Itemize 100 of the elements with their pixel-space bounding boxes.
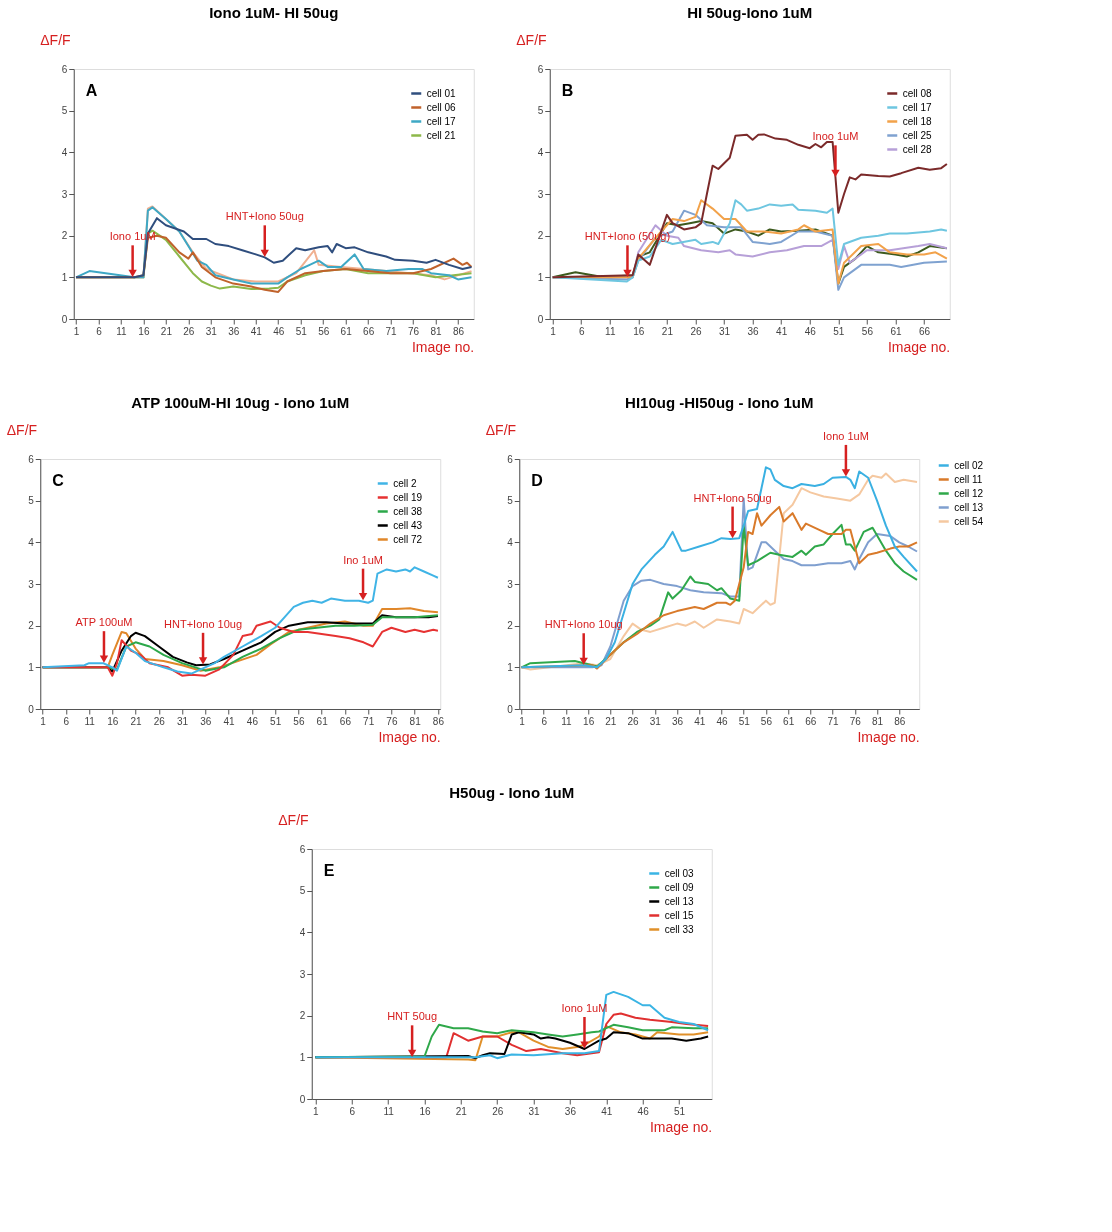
chart-title: HI 50ug-Iono 1uM [687,4,813,21]
chart-title: HI10ug -HI50ug - Iono 1uM [625,394,814,411]
x-tick-label: 26 [627,715,640,727]
legend-label: cell 11 [954,473,983,485]
y-tick-label: 0 [61,313,68,325]
x-tick-label: 71 [827,715,840,727]
y-axis-title: ΔF/F [485,421,517,438]
annotation: A [85,82,98,99]
x-tick-label: 41 [776,325,788,337]
x-tick-label: 21 [130,715,143,727]
x-tick-label: 81 [430,325,443,337]
x-tick-label: 76 [386,715,398,727]
x-tick-label: 61 [316,715,329,727]
x-axis-title: Image no. [857,728,920,745]
x-tick-label: 76 [849,715,862,727]
legend-label: cell 33 [664,923,695,935]
legend-label: cell 54 [954,515,984,527]
legend-label: cell 18 [902,115,933,127]
x-tick-label: 1 [519,715,526,727]
x-tick-label: 36 [671,715,684,727]
legend-label: cell 13 [954,501,984,513]
x-tick-label: 31 [177,715,189,727]
y-tick-label: 3 [61,188,68,200]
x-tick-label: 46 [273,325,285,337]
x-tick-label: 56 [760,715,773,727]
x-tick-label: 46 [637,1105,650,1117]
y-tick-label: 2 [507,620,514,632]
x-tick-label: 26 [183,325,195,337]
x-tick-label: 21 [455,1105,468,1117]
annotation: Iono 1uM [822,429,869,442]
y-tick-label: 4 [299,926,306,938]
y-tick-label: 0 [507,703,514,715]
y-axis-title: ΔF/F [278,811,309,828]
x-tick-label: 16 [138,325,150,337]
annotation: Inoo 1uM [812,130,859,143]
x-tick-label: 31 [205,325,218,337]
x-tick-label: 66 [918,325,931,337]
x-tick-label: 56 [318,325,330,337]
x-axis-title: Image no. [887,338,951,355]
legend-label: cell 17 [902,101,933,113]
chart-title: Iono 1uM- HI 50ug [209,4,339,21]
x-tick-label: 41 [601,1105,613,1117]
y-tick-label: 6 [28,453,35,465]
chart-title: H50ug - Iono 1uM [449,784,575,801]
x-tick-label: 21 [661,325,674,337]
x-tick-label: 56 [293,715,305,727]
y-tick-label: 0 [299,1093,306,1105]
x-tick-label: 41 [223,715,236,727]
annotation: E [323,862,335,879]
legend-label: cell 01 [426,87,457,99]
y-tick-label: 6 [537,63,544,75]
legend-label: cell 21 [426,129,457,141]
chart-title: ATP 100uM-HI 10ug - Iono 1uM [131,394,350,411]
y-tick-label: 1 [507,661,514,673]
x-tick-label: 16 [107,715,119,727]
x-tick-label: 66 [805,715,817,727]
x-tick-label: 21 [605,715,617,727]
x-tick-label: 11 [605,325,616,337]
annotation: HNT 50ug [387,1010,438,1023]
legend-label: cell 13 [664,895,695,907]
y-tick-label: 1 [537,271,544,283]
x-tick-label: 31 [649,715,662,727]
legend-label: cell 2 [393,477,418,489]
y-tick-label: 3 [537,188,544,200]
x-tick-label: 31 [718,325,731,337]
legend-label: cell 06 [426,101,457,113]
x-tick-label: 41 [694,715,706,727]
x-tick-label: 11 [116,325,128,337]
x-tick-label: 1 [550,325,557,337]
y-tick-label: 2 [28,620,35,632]
legend-label: cell 38 [393,505,423,517]
x-tick-label: 51 [270,715,282,727]
y-tick-label: 4 [507,536,514,548]
x-tick-label: 26 [153,715,166,727]
x-tick-label: 86 [432,715,445,727]
legend-label: cell 28 [902,143,933,155]
annotation: B [561,82,574,99]
annotation: HNT+Iono 50ug [225,210,304,223]
annotation: HNT+Iono 10ug [164,617,243,630]
x-tick-label: 51 [738,715,751,727]
y-tick-label: 4 [61,146,68,158]
x-tick-label: 6 [96,325,103,337]
x-axis-title: Image no. [378,728,441,745]
y-tick-label: 5 [299,885,306,897]
x-tick-label: 11 [84,715,96,727]
x-axis-title: Image no. [649,1118,713,1135]
line-series [314,990,710,1060]
legend-label: cell 43 [393,519,423,531]
y-tick-label: 2 [61,230,68,242]
y-tick-label: 1 [61,271,68,283]
legend-label: cell 72 [393,533,423,545]
y-tick-label: 6 [61,63,68,75]
legend-label: cell 15 [664,909,695,921]
annotation: ATP 100uM [75,616,133,629]
y-axis-title: ΔF/F [40,31,71,48]
legend-label: cell 03 [664,867,695,879]
y-axis-title: ΔF/F [6,421,38,438]
annotation: D [531,472,543,489]
x-tick-label: 1 [73,325,80,337]
annotation: Ino 1uM [343,553,383,566]
